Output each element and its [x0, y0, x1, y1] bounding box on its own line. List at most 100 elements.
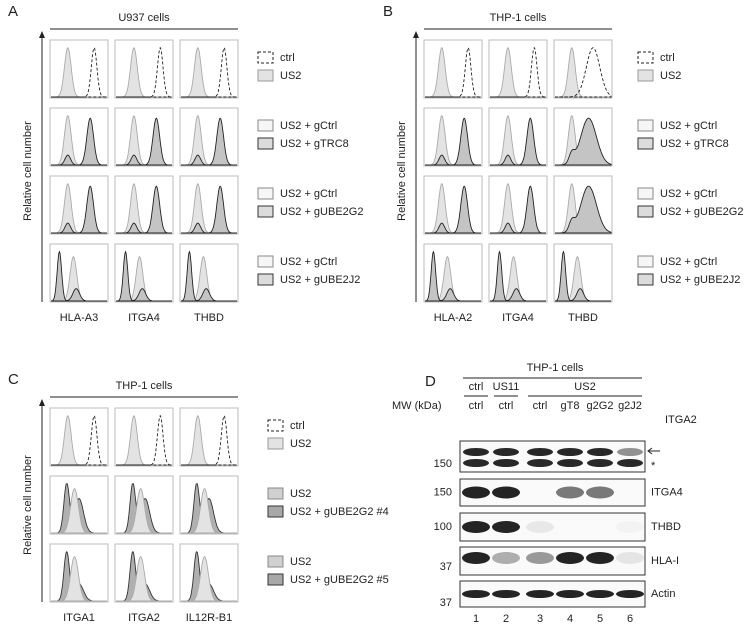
blot-frame — [459, 546, 646, 576]
histogram-frame — [49, 39, 109, 99]
legend-swatch — [637, 51, 654, 64]
blot-band — [462, 552, 490, 564]
protein-label: Actin — [651, 588, 675, 600]
blot-band — [462, 590, 490, 598]
blot-band — [617, 448, 643, 456]
blot-band — [616, 590, 644, 598]
blot-band — [527, 448, 553, 456]
blot-band — [556, 590, 584, 598]
histogram-frame — [179, 175, 239, 235]
blot-band — [556, 552, 584, 564]
blot-band — [527, 459, 553, 467]
histogram-curve — [490, 46, 546, 98]
legend-text: US2 + gCtrl — [280, 120, 337, 132]
mw-marker: 100 — [434, 521, 452, 533]
lane-label: gT8 — [561, 400, 580, 412]
histogram-curve — [116, 487, 172, 534]
legend-swatch — [267, 505, 284, 518]
legend-text: US2 + gUBE2G2 #5 — [290, 574, 389, 586]
blot-band — [492, 521, 520, 533]
group-label: US11 — [493, 381, 520, 393]
column-label: ITGA1 — [63, 612, 95, 624]
panel-header: THP-1 cells — [116, 380, 173, 392]
histogram-curve — [51, 46, 107, 98]
histogram-curve — [116, 250, 172, 302]
legend-text: US2 + gUBE2G2 — [660, 206, 743, 218]
blot-band — [492, 486, 520, 499]
histogram-curve — [425, 185, 481, 234]
histogram-curve — [490, 117, 546, 166]
legend-text: US2 + gCtrl — [660, 188, 717, 200]
legend-text: US2 — [290, 556, 311, 568]
histogram-curve — [51, 555, 107, 602]
blot-band — [492, 590, 520, 598]
arrow — [647, 447, 660, 455]
blot-band — [526, 521, 554, 533]
histogram-curve — [51, 414, 107, 466]
y-axis-label: Relative cell number — [396, 121, 408, 221]
column-label: THBD — [194, 312, 224, 324]
column-label: HLA-A3 — [60, 312, 99, 324]
histogram-curve — [181, 414, 237, 466]
histogram-curve — [555, 47, 612, 98]
legend-text: US2 + gTRC8 — [660, 138, 729, 150]
column-label: ITGA4 — [502, 312, 534, 324]
histogram-curve — [554, 250, 611, 302]
panel-label: D — [425, 373, 436, 390]
legend-swatch — [257, 205, 274, 218]
legend-swatch — [267, 487, 284, 500]
legend-text: ctrl — [660, 52, 675, 64]
legend-swatch — [637, 273, 654, 286]
histogram-curve — [490, 250, 546, 302]
histogram-frame — [114, 175, 174, 235]
histogram-frame — [114, 407, 174, 467]
y-axis-label: Relative cell number — [22, 455, 34, 555]
asterisk: * — [651, 460, 656, 472]
histogram-frame — [179, 107, 239, 167]
lane-label: ctrl — [469, 400, 484, 412]
legend-swatch — [257, 51, 274, 64]
histogram-frame — [114, 39, 174, 99]
lane-label: ctrl — [533, 400, 548, 412]
lane-label: ctrl — [499, 400, 514, 412]
legend-swatch — [637, 119, 654, 132]
legend-text: US2 + gUBE2G2 #4 — [290, 506, 389, 518]
mw-marker: 37 — [440, 561, 452, 573]
legend-swatch — [267, 419, 284, 432]
axis-arrow — [39, 31, 45, 38]
lane-number: 3 — [537, 613, 543, 625]
mw-marker: 150 — [434, 458, 452, 470]
panel-label: A — [8, 3, 18, 20]
histogram-curve — [181, 46, 237, 98]
legend-swatch — [637, 255, 654, 268]
histogram-curve — [424, 250, 481, 302]
legend-swatch — [637, 137, 654, 150]
blot-band — [586, 590, 614, 598]
histogram-curve — [181, 555, 237, 602]
histogram-curve — [490, 185, 546, 234]
histogram-curve — [50, 250, 107, 302]
legend-text: ctrl — [290, 420, 305, 432]
lane-number: 2 — [503, 613, 509, 625]
histogram-curve — [116, 414, 172, 466]
legend-swatch — [257, 255, 274, 268]
group-label: ctrl — [469, 381, 484, 393]
blot-frame — [459, 440, 646, 473]
lane-number: 5 — [597, 613, 603, 625]
legend-swatch — [257, 119, 274, 132]
protein-label: THBD — [651, 521, 681, 533]
histogram-frame — [49, 107, 109, 167]
blot-frame — [459, 512, 646, 542]
mw-label: MW (kDa) — [392, 400, 442, 412]
mw-marker: 37 — [440, 597, 452, 609]
histogram-frame — [488, 39, 548, 99]
blot-band — [463, 459, 489, 467]
blot-band — [493, 448, 519, 456]
histogram-frame — [488, 107, 548, 167]
blot-band — [616, 552, 644, 564]
histogram-curve — [181, 487, 237, 534]
blot-band — [557, 448, 583, 456]
legend-swatch — [267, 573, 284, 586]
blot-band — [587, 448, 613, 456]
histogram-frame — [49, 175, 109, 235]
